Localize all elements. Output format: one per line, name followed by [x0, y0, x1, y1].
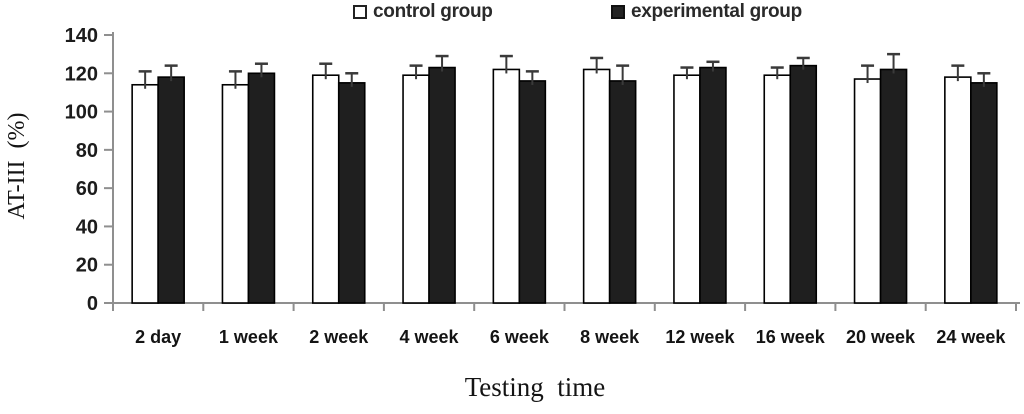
bar-control-1: [131, 83, 159, 304]
y-tick-label: 100: [65, 102, 98, 124]
bar-experimental-1: [157, 76, 185, 304]
x-category-label: 2 week: [309, 327, 369, 347]
legend-item-control-group: control group: [353, 1, 493, 23]
bar-experimental-7: [699, 66, 727, 304]
bar-experimental-6: [608, 80, 637, 304]
x-axis-title: Testing time: [464, 372, 606, 402]
y-tick-label: 80: [76, 140, 98, 162]
y-tick-label: 140: [65, 25, 98, 47]
y-tick-label: 120: [65, 63, 98, 85]
bar-experimental-5: [518, 80, 547, 304]
x-category-label: 1 week: [219, 327, 279, 347]
legend-label-control-group: control group: [373, 1, 493, 22]
bar-control-8: [763, 74, 792, 304]
x-category-label: 4 week: [400, 327, 460, 347]
bar-experimental-8: [789, 64, 818, 304]
x-category-label: 12 week: [665, 327, 735, 347]
y-tick-label: 0: [87, 293, 98, 315]
legend-item-experimental-group: experimental group: [611, 1, 802, 23]
x-category-label: 24 week: [936, 327, 1006, 347]
bar-experimental-3: [337, 82, 366, 304]
y-tick-label: 20: [76, 255, 98, 277]
x-category-label: 8 week: [580, 327, 640, 347]
bar-experimental-2: [247, 72, 276, 304]
x-category-label: 2 day: [135, 327, 181, 347]
bar-control-3: [311, 74, 340, 304]
bar-control-4: [402, 74, 430, 304]
bar-control-5: [492, 68, 521, 304]
legend-label-experimental-group: experimental group: [631, 1, 802, 22]
bar-control-10: [944, 76, 972, 304]
x-category-label: 16 week: [756, 327, 826, 347]
y-tick-label: 40: [76, 216, 98, 238]
y-tick-label: 60: [76, 178, 98, 200]
bar-experimental-4: [428, 66, 456, 304]
bar-control-7: [673, 74, 701, 304]
bar-control-2: [221, 83, 250, 304]
bar-experimental-10: [970, 82, 998, 304]
bar-control-6: [582, 68, 611, 304]
x-category-label: 6 week: [490, 327, 550, 347]
x-category-label: 20 week: [846, 327, 916, 347]
bar-experimental-9: [879, 68, 908, 304]
white-square-icon: [353, 5, 367, 19]
black-square-icon: [611, 5, 625, 19]
bar-control-9: [853, 78, 882, 304]
